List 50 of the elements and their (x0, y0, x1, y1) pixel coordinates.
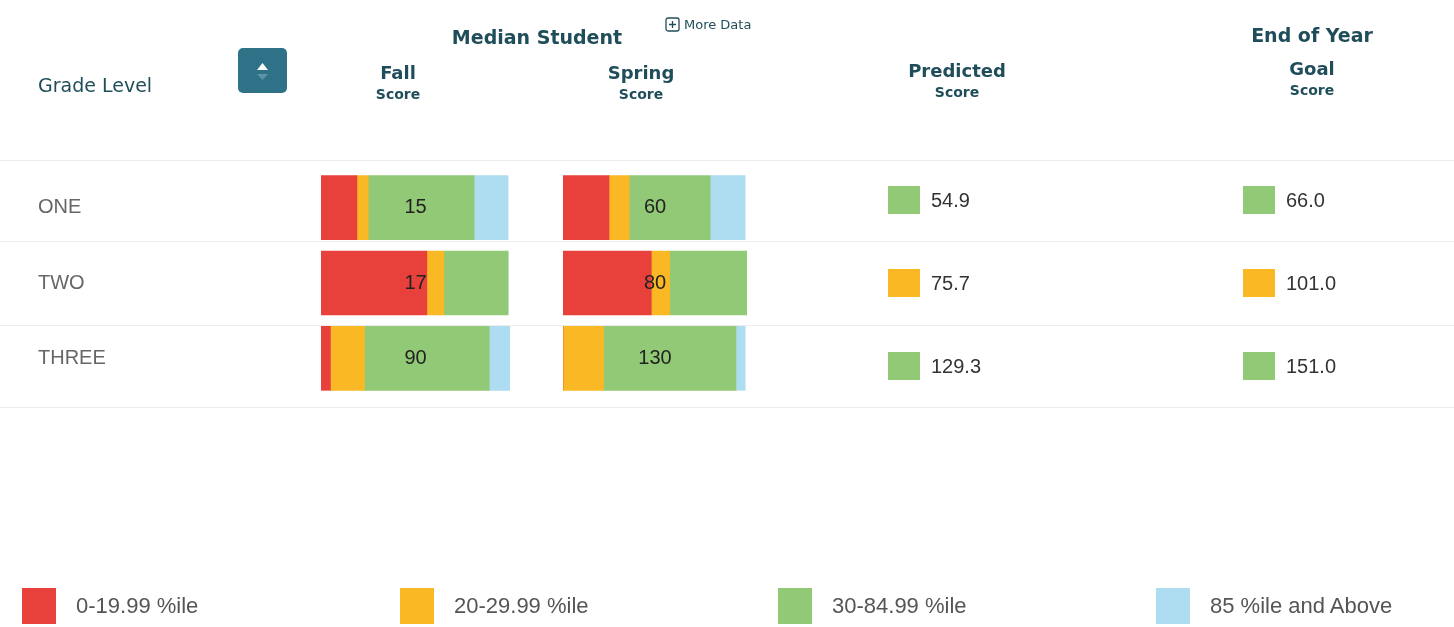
y-tick-label: THREE (38, 345, 106, 368)
bar (709, 175, 746, 240)
annotation: 130 (638, 345, 672, 368)
bar (367, 175, 475, 240)
chart-title: Spring (606, 62, 676, 83)
chart-subtitle: Score (617, 86, 665, 102)
y-tick-label: ONE (38, 195, 82, 218)
legend-label: 20-29.99 %ile (454, 593, 589, 619)
bar (563, 326, 604, 391)
bar (735, 326, 746, 391)
annotation: 60 (643, 195, 667, 218)
bar (330, 326, 365, 391)
text: 75.7 (931, 271, 970, 295)
annotation: 15 (404, 195, 427, 218)
chart-title: Fall (379, 62, 417, 83)
annotation: 80 (643, 270, 667, 293)
annotation: 90 (404, 345, 427, 368)
bar (356, 175, 369, 240)
bar (628, 175, 711, 240)
text: End of Year (1250, 24, 1374, 46)
text: Predicted (907, 60, 1007, 81)
bar (321, 175, 358, 240)
y-tick-label: TWO (38, 270, 85, 293)
bar (608, 175, 630, 240)
text: 151.0 (1286, 354, 1337, 379)
text: Median Student (450, 26, 624, 48)
bar (321, 326, 331, 391)
legend-label: 30-84.99 %ile (832, 593, 967, 619)
chart-subtitle: Score (374, 86, 422, 102)
bar (426, 250, 445, 316)
text: 54.9 (931, 187, 970, 212)
bar (563, 175, 610, 240)
text: Goal (1288, 58, 1336, 79)
annotation: 17 (404, 270, 427, 293)
text: Score (933, 84, 981, 100)
more-data-button: More Data (665, 17, 752, 32)
bar (669, 250, 747, 316)
text: Score (1288, 82, 1336, 98)
bar (473, 175, 509, 240)
bar (321, 250, 428, 316)
text: 66.0 (1286, 187, 1325, 212)
text: 101.0 (1286, 271, 1337, 295)
text: 129.3 (931, 354, 982, 379)
bar (488, 326, 510, 391)
legend-label: 0-19.99 %ile (76, 593, 199, 619)
y-axis-title: Grade Level (38, 74, 153, 96)
bar (443, 250, 509, 316)
legend-label: 85 %ile and Above (1210, 593, 1393, 619)
bar (603, 326, 737, 391)
bar (364, 326, 490, 391)
